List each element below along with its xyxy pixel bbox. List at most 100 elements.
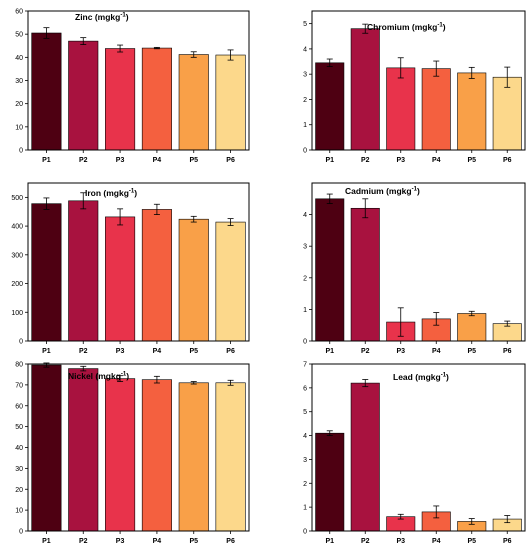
chart-title-text: Cadmium (mgkg — [345, 186, 412, 196]
x-tick-label: P5 — [189, 348, 198, 355]
bar — [215, 382, 246, 532]
chart-title-close: ) — [443, 22, 446, 32]
y-tick-label: 1 — [303, 505, 307, 512]
y-tick-label: 2 — [303, 97, 307, 104]
x-tick-label: P3 — [116, 538, 125, 545]
y-tick-label: 50 — [15, 424, 23, 431]
bar — [178, 382, 209, 532]
y-tick-label: 7 — [303, 362, 307, 369]
bar — [141, 47, 172, 151]
bar — [315, 432, 345, 532]
chart-title: Chromium (mgkg-1) — [367, 22, 446, 32]
y-tick-label: 0 — [19, 529, 23, 536]
x-tick-label: P2 — [79, 157, 88, 164]
x-tick-label: P3 — [116, 157, 125, 164]
chart-title: Cadmium (mgkg-1) — [345, 186, 420, 196]
chart-title-superscript: -1 — [412, 187, 418, 193]
y-tick-label: 5 — [303, 409, 307, 416]
x-tick-label: P5 — [189, 538, 198, 545]
y-tick-label: 70 — [15, 382, 23, 389]
chart-title-close: ) — [417, 186, 420, 196]
plot-frame — [311, 363, 526, 532]
y-tick-label: 2 — [303, 481, 307, 488]
bar — [68, 40, 99, 151]
x-tick-label: P2 — [361, 538, 370, 545]
x-tick-label: P3 — [396, 538, 405, 545]
bar — [315, 198, 345, 342]
chart-panel: P1 P2 P3 P4 P5 P6 0 1 2 3 4 5 6 7 Lead (mgkg-1) — [303, 362, 526, 545]
y-tick-label: 4 — [303, 212, 307, 219]
y-tick-label: 2 — [303, 275, 307, 282]
x-tick-label: P1 — [325, 538, 334, 545]
x-tick-label: P6 — [503, 157, 512, 164]
bar — [215, 221, 246, 342]
x-tick-label: P3 — [396, 348, 405, 355]
x-tick-label: P4 — [432, 538, 441, 545]
x-tick-label: P6 — [226, 538, 235, 545]
bar — [105, 216, 136, 342]
x-tick-label: P4 — [432, 348, 441, 355]
bar — [68, 200, 99, 342]
chart-title-text: Zinc (mgkg — [75, 12, 120, 22]
chart-title-superscript: -1 — [441, 373, 447, 379]
chart-title-superscript: -1 — [121, 372, 127, 378]
bar — [178, 54, 209, 151]
x-tick-label: P2 — [361, 157, 370, 164]
bar — [141, 209, 172, 342]
bar — [31, 364, 62, 532]
chart-title-text: Lead (mgkg — [393, 372, 441, 382]
plot-frame — [311, 182, 526, 342]
x-tick-label: P4 — [432, 157, 441, 164]
chart-title: Lead (mgkg-1) — [393, 372, 449, 382]
x-tick-label: P1 — [325, 157, 334, 164]
x-tick-label: P3 — [396, 157, 405, 164]
x-tick-label: P5 — [467, 348, 476, 355]
chart-panel: P1 P2 P3 P4 P5 P6 0 1 2 3 4 Cadmium (mgkg-1) — [303, 182, 526, 355]
x-tick-label: P5 — [189, 157, 198, 164]
x-tick-label: P4 — [153, 348, 162, 355]
chart-title-text: Iron (mgkg — [85, 188, 129, 198]
x-tick-label: P1 — [325, 348, 334, 355]
y-tick-label: 20 — [15, 101, 23, 108]
chart-panel: P1 P2 P3 P4 P5 P6 0 1 2 3 4 5 Chromium (mgkg-1) — [303, 10, 526, 164]
x-tick-label: P2 — [79, 348, 88, 355]
bar — [350, 207, 380, 342]
x-tick-label: P3 — [116, 348, 125, 355]
y-tick-label: 400 — [11, 224, 23, 231]
y-tick-label: 4 — [303, 433, 307, 440]
bar — [350, 382, 380, 532]
chart-panel: P1 P2 P3 P4 P5 P6 0 10 20 30 40 50 60 70 80 Nickel (mgk… — [15, 362, 250, 545]
x-tick-label: P1 — [42, 157, 51, 164]
y-tick-label: 80 — [15, 362, 23, 369]
chart-title-close: ) — [446, 372, 449, 382]
x-tick-label: P1 — [42, 348, 51, 355]
bar — [315, 62, 345, 151]
bar — [350, 28, 380, 151]
x-tick-label: P1 — [42, 538, 51, 545]
y-tick-label: 30 — [15, 466, 23, 473]
y-tick-label: 1 — [303, 122, 307, 129]
y-tick-label: 60 — [15, 9, 23, 16]
chart-title-close: ) — [134, 188, 137, 198]
y-tick-label: 10 — [15, 508, 23, 515]
y-tick-label: 5 — [303, 21, 307, 28]
chart-title: Iron (mgkg-1) — [85, 188, 137, 198]
chart-title-text: Chromium (mgkg — [367, 22, 437, 32]
y-tick-label: 4 — [303, 46, 307, 53]
y-tick-label: 0 — [19, 148, 23, 155]
bar — [105, 378, 136, 532]
x-tick-label: P4 — [153, 157, 162, 164]
chart-title-close: ) — [126, 12, 129, 22]
bar — [68, 368, 99, 532]
bar — [215, 54, 246, 151]
y-tick-label: 0 — [303, 148, 307, 155]
x-tick-label: P4 — [153, 538, 162, 545]
bar — [421, 68, 451, 151]
y-tick-label: 3 — [303, 72, 307, 79]
x-tick-label: P5 — [467, 157, 476, 164]
chart-panel: P1 P2 P3 P4 P5 P6 0 100 200 300 400 500 Iron (mgkg-1… — [11, 182, 250, 355]
y-tick-label: 0 — [19, 339, 23, 346]
chart-title: Nickel (mgkg-1) — [68, 371, 129, 381]
y-tick-label: 6 — [303, 385, 307, 392]
